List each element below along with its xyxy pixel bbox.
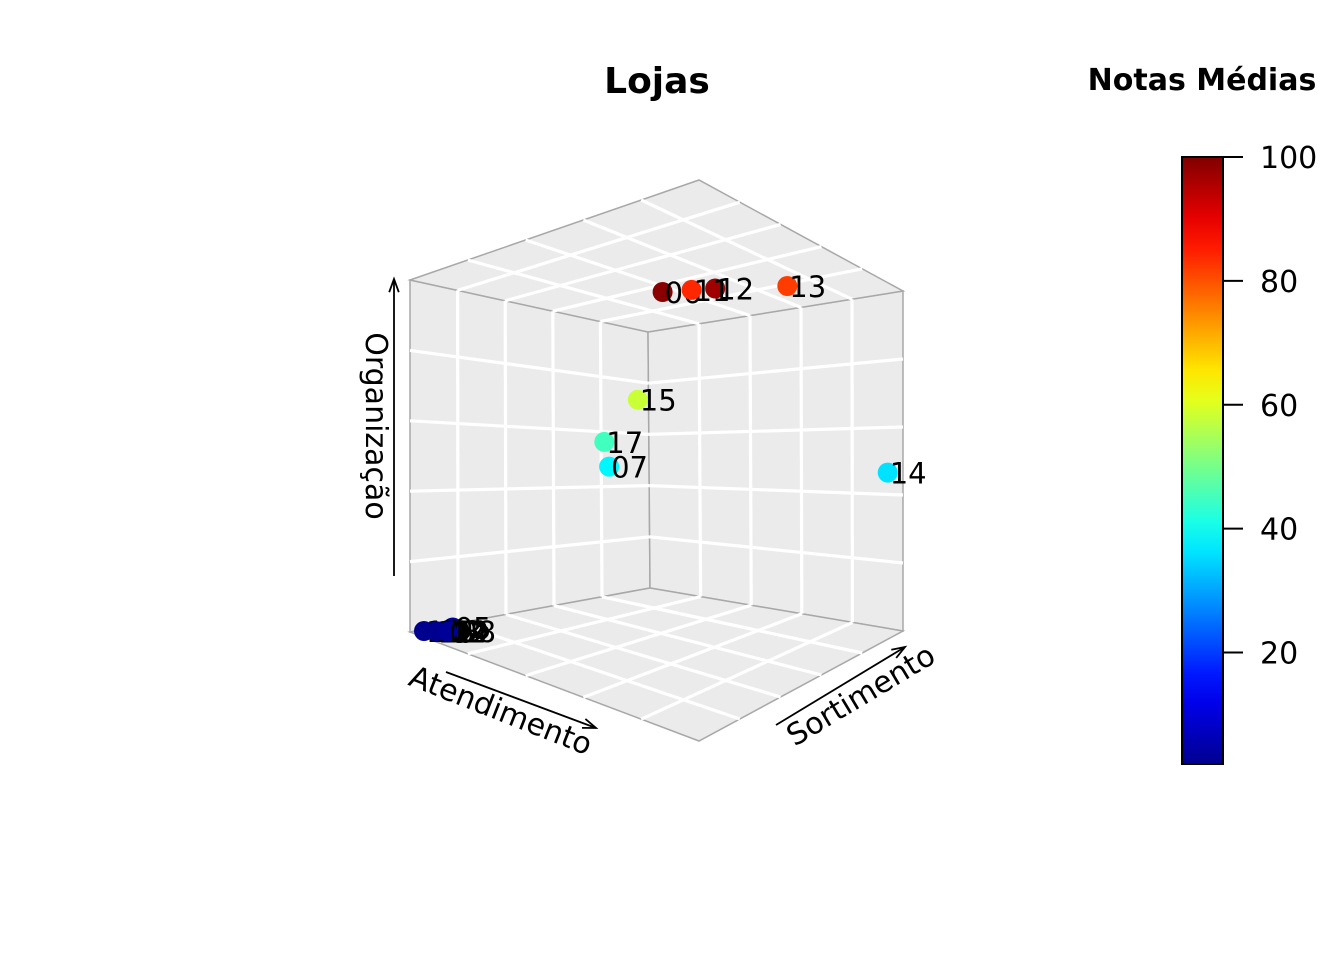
colorbar bbox=[1181, 156, 1224, 765]
legend-title: Notas Médias bbox=[1088, 63, 1317, 98]
grid-line bbox=[598, 321, 604, 597]
grid-line bbox=[525, 603, 752, 678]
data-point bbox=[627, 389, 648, 410]
grid-line bbox=[409, 535, 650, 564]
grid-line bbox=[409, 348, 649, 385]
y-axis-arrow-head bbox=[891, 645, 908, 659]
data-point bbox=[705, 278, 726, 299]
grid-line bbox=[640, 198, 853, 301]
grid-line bbox=[552, 245, 822, 313]
grid-line bbox=[582, 612, 803, 699]
legend-tick-label: 20 bbox=[1260, 637, 1298, 672]
grid-line bbox=[649, 484, 904, 497]
point-label: 08 bbox=[459, 615, 496, 649]
grid-line bbox=[648, 425, 904, 436]
grid-line bbox=[457, 621, 741, 721]
grid-line bbox=[551, 311, 556, 606]
point-label: 13 bbox=[789, 270, 826, 304]
legend-tick-label: 100 bbox=[1260, 141, 1317, 176]
grid-line bbox=[601, 595, 863, 655]
grid-line bbox=[600, 267, 863, 324]
data-points: 0612111315170714050308090110041602 bbox=[414, 270, 927, 650]
x-axis-arrow-head bbox=[581, 718, 599, 729]
grid-line bbox=[525, 238, 751, 318]
grid-line bbox=[503, 300, 508, 615]
grid-line bbox=[505, 612, 782, 699]
right-wall bbox=[647, 290, 904, 632]
grid-line bbox=[697, 323, 703, 597]
z-axis-label: Organização bbox=[358, 332, 393, 520]
data-point bbox=[599, 456, 620, 477]
grid-line bbox=[409, 419, 649, 436]
point-label: 12 bbox=[717, 273, 754, 307]
grid-line bbox=[553, 604, 822, 677]
legend-tick-label: 40 bbox=[1260, 513, 1298, 548]
bottom-panel bbox=[407, 587, 906, 742]
axis-arrows bbox=[388, 276, 908, 729]
grid-line bbox=[748, 315, 753, 606]
data-point bbox=[877, 462, 898, 483]
data-point bbox=[437, 621, 458, 642]
x-axis-arrow bbox=[445, 671, 597, 729]
grid-line bbox=[640, 620, 854, 721]
color-legend: Notas Médias 20 40 60 80 100 bbox=[1088, 63, 1317, 765]
grid-line bbox=[582, 218, 802, 309]
legend-tick-label: 80 bbox=[1260, 265, 1298, 300]
point-label: 11 bbox=[694, 274, 731, 308]
legend-tick-label: 60 bbox=[1260, 389, 1298, 424]
legend-ticks: 20 40 60 80 100 bbox=[1223, 141, 1317, 672]
data-point bbox=[594, 431, 615, 452]
grid-line bbox=[467, 258, 700, 326]
point-label: 14 bbox=[890, 457, 927, 491]
grid-line bbox=[409, 484, 650, 493]
grid-line bbox=[457, 200, 741, 292]
chart-title: Lojas bbox=[604, 61, 710, 102]
data-point bbox=[652, 282, 673, 302]
grid-line bbox=[648, 357, 904, 385]
point-label: 04 bbox=[452, 616, 489, 650]
data-point bbox=[777, 276, 798, 296]
grid-lines bbox=[409, 198, 904, 721]
z-axis-arrow-head bbox=[388, 276, 400, 293]
data-point bbox=[681, 279, 702, 300]
grid-line bbox=[799, 307, 804, 614]
grid-line bbox=[649, 535, 904, 565]
grid-line bbox=[467, 595, 701, 656]
point-label: 02 bbox=[449, 616, 486, 650]
grid-line bbox=[504, 222, 782, 303]
point-label: 07 bbox=[611, 451, 648, 485]
y-axis-arrow bbox=[775, 646, 906, 726]
point-label: 17 bbox=[606, 426, 643, 460]
point-label: 15 bbox=[640, 384, 677, 418]
